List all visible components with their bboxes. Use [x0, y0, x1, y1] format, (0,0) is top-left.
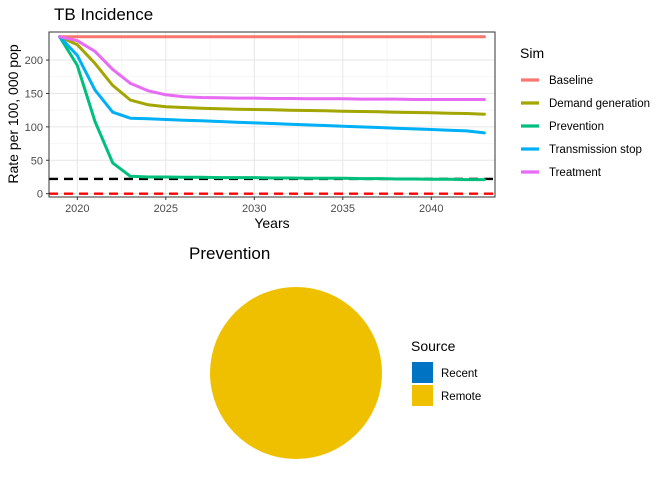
pie-slices	[210, 287, 382, 459]
legend-label-transmission-stop: Transmission stop	[549, 144, 642, 156]
legend-label-demand-generation: Demand generation	[549, 98, 650, 110]
x-tick-label: 2030	[242, 203, 266, 215]
y-tick-label: 150	[25, 88, 43, 100]
x-tick-label: 2025	[154, 203, 178, 215]
series-line-demand-generation	[58, 35, 486, 116]
y-tick-label: 0	[37, 189, 43, 201]
y-tick-label: 50	[31, 155, 43, 167]
legend-sim-title: Sim	[520, 45, 544, 61]
reference-lines	[49, 177, 495, 195]
series-line-transmission-stop	[58, 35, 486, 135]
legend-label-baseline: Baseline	[549, 75, 593, 87]
legend-label-prevention: Prevention	[549, 121, 604, 133]
legend-key-remote	[412, 385, 433, 406]
pie-slice-remote	[210, 287, 382, 459]
y-tick-label: 100	[25, 122, 43, 134]
x-tick-label: 2040	[419, 203, 443, 215]
legend-source-title: Source	[411, 338, 456, 354]
line-chart: TB Incidence 2020 2025 2030 2035 2040 0 50 100…	[5, 5, 650, 231]
grid	[49, 32, 495, 197]
x-tick-label: 2035	[331, 203, 355, 215]
legend-label-remote: Remote	[441, 391, 481, 403]
panel-border	[48, 31, 496, 198]
legend-source: Source Recent Remote	[411, 338, 481, 406]
x-axis-label: Years	[254, 215, 289, 231]
series-lines	[58, 35, 486, 182]
legend-label-treatment: Treatment	[549, 167, 602, 179]
legend-key-recent	[412, 362, 433, 383]
series-line-prevention	[58, 35, 486, 182]
y-ticks: 0 50 100 150 200	[25, 55, 49, 201]
pie-chart: Prevention Source Recent Remote	[189, 244, 481, 459]
pie-chart-title: Prevention	[189, 244, 270, 263]
x-tick-label: 2020	[65, 203, 89, 215]
y-axis-label: Rate per 100, 000 pop	[5, 44, 21, 184]
x-ticks: 2020 2025 2030 2035 2040	[65, 197, 444, 215]
y-tick-label: 200	[25, 55, 43, 67]
series-line-treatment	[58, 35, 486, 101]
line-chart-title: TB Incidence	[54, 5, 153, 24]
legend-sim: Sim Baseline Demand generation Prevention T…	[520, 45, 650, 179]
legend-label-recent: Recent	[441, 368, 478, 380]
